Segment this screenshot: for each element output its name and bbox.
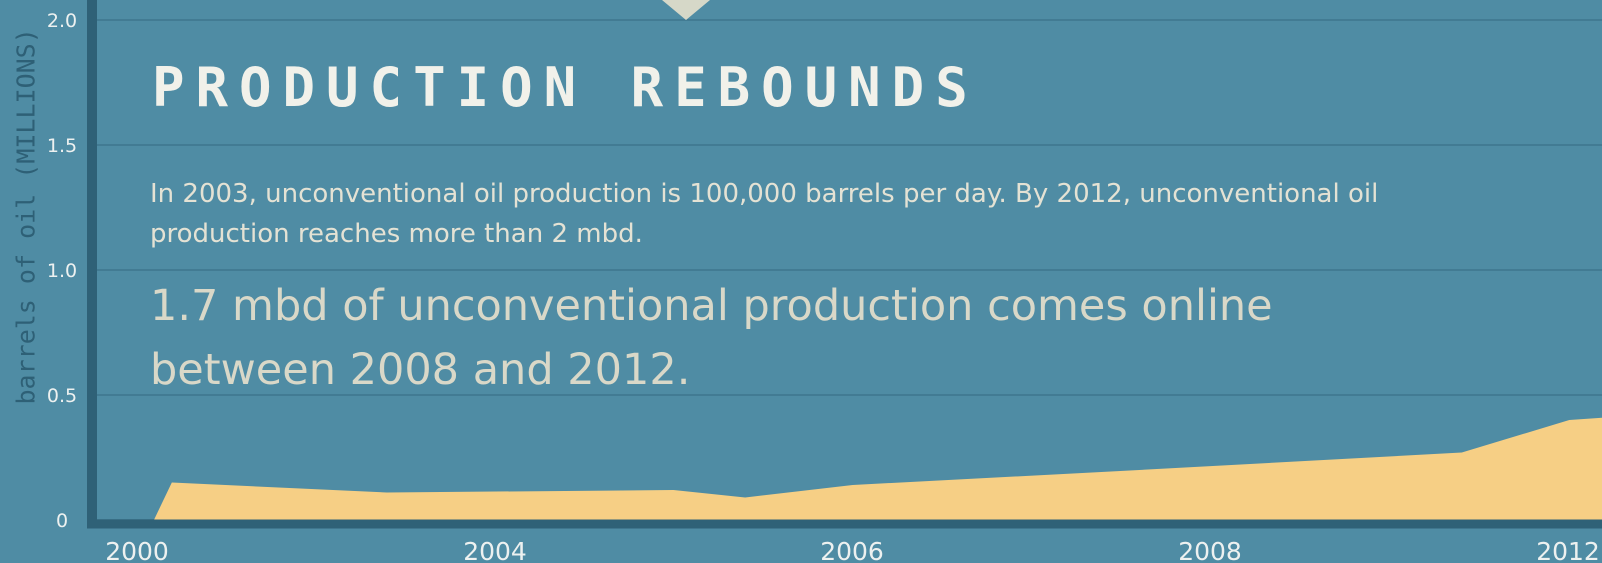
x-tick-label: 2006 bbox=[820, 537, 884, 563]
axes bbox=[87, 0, 1602, 529]
callout-text: 1.7 mbd of unconventional production com… bbox=[150, 281, 1273, 395]
x-tick-label: 2000 bbox=[105, 537, 169, 563]
y-tick-labels: 0 0.5 1.0 1.5 2.0 bbox=[47, 10, 77, 532]
chart-description: In 2003, unconventional oil production i… bbox=[150, 179, 1379, 249]
y-tick-label: 0.5 bbox=[47, 385, 77, 407]
y-tick-label: 0 bbox=[56, 510, 68, 532]
x-tick-label: 2004 bbox=[463, 537, 527, 563]
x-tick-labels: 2000 2004 2006 2008 2012 bbox=[105, 537, 1600, 563]
y-tick-label: 1.5 bbox=[47, 135, 77, 157]
chart-title: PRODUCTION REBOUNDS bbox=[152, 56, 979, 119]
y-tick-label: 2.0 bbox=[47, 10, 77, 32]
y-axis-label: barrels of oil (MILLIONS) bbox=[11, 28, 41, 405]
x-tick-label: 2012 bbox=[1536, 537, 1600, 563]
y-tick-label: 1.0 bbox=[47, 260, 77, 282]
production-area bbox=[153, 20, 1602, 520]
callout-marker-triangle bbox=[662, 0, 710, 20]
x-tick-label: 2008 bbox=[1178, 537, 1242, 563]
